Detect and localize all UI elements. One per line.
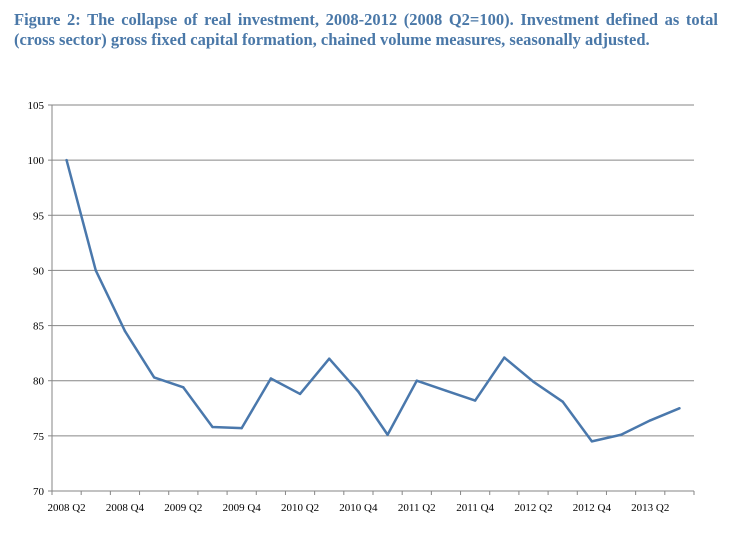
- y-tick-label: 75: [33, 431, 45, 443]
- x-tick-labels: 2008 Q2 2008 Q4 2009 Q2 2009 Q4 2010 Q2 2010 …: [47, 502, 669, 514]
- x-tick-label: 2011 Q2: [398, 502, 436, 514]
- data-point: [65, 158, 68, 162]
- data-point: [415, 379, 418, 382]
- data-point: [357, 390, 360, 393]
- x-tick-label: 2009 Q4: [223, 502, 262, 514]
- data-point: [649, 419, 652, 422]
- data-point: [269, 377, 273, 380]
- data-point: [328, 357, 331, 360]
- data-point: [503, 356, 506, 359]
- data-point: [211, 425, 214, 429]
- y-tick-label: 80: [33, 376, 45, 388]
- x-tick-label: 2012 Q4: [573, 502, 612, 514]
- y-tick-label: 90: [33, 265, 45, 277]
- data-point: [182, 386, 185, 389]
- data-point: [386, 433, 389, 436]
- y-tick-label: 70: [33, 486, 45, 498]
- gridlines: [48, 104, 695, 495]
- data-point: [94, 269, 97, 272]
- chart-title: Figure 2: The collapse of real investmen…: [14, 10, 718, 49]
- x-tick-label: 2009 Q2: [164, 502, 202, 514]
- data-point: [123, 329, 127, 333]
- x-tick-label: 2010 Q4: [339, 502, 378, 514]
- y-tick-label: 95: [33, 210, 45, 222]
- x-tick-label: 2008 Q2: [47, 502, 85, 514]
- data-point: [473, 399, 477, 402]
- data-point: [532, 380, 535, 384]
- x-tick-label: 2010 Q2: [281, 502, 319, 514]
- series-line-0: [65, 158, 681, 443]
- x-tick-label: 2008 Q4: [106, 502, 145, 514]
- y-tick-labels: 70 75 80 85 90 95 100 105: [28, 100, 45, 498]
- x-tick-label: 2012 Q2: [514, 502, 552, 514]
- data-point: [298, 392, 302, 396]
- data-point: [240, 426, 243, 430]
- data-point: [444, 389, 448, 392]
- data-point: [590, 440, 594, 443]
- data-point: [678, 407, 681, 410]
- data-point: [619, 433, 623, 436]
- data-point: [561, 400, 564, 403]
- data-point: [152, 376, 156, 379]
- y-tick-label: 100: [28, 155, 45, 167]
- x-tick-label: 2013 Q2: [631, 502, 669, 514]
- y-tick-label: 85: [33, 321, 45, 333]
- y-tick-label: 105: [28, 100, 45, 112]
- series-group: [65, 158, 681, 443]
- x-tick-label: 2011 Q4: [456, 502, 494, 514]
